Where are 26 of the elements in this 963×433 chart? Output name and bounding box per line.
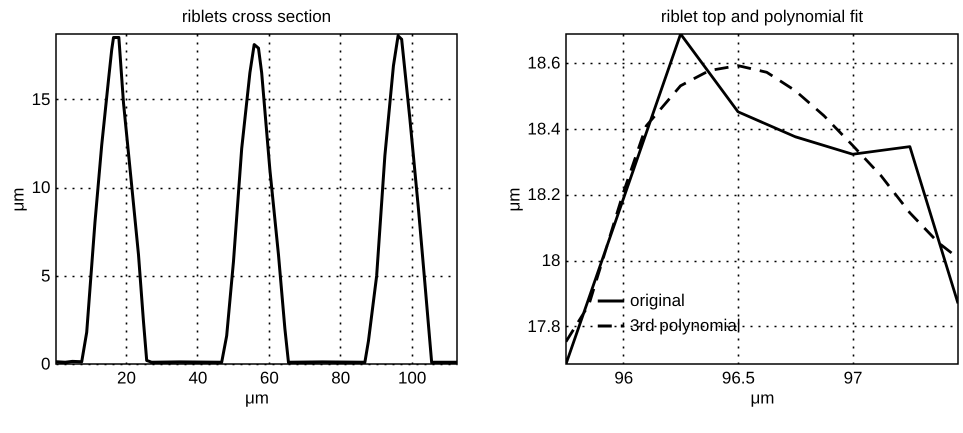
x-tick-label: 100 (398, 368, 426, 388)
chart-title: riblets cross section (182, 7, 332, 26)
x-tick-label: 96 (614, 368, 634, 388)
x-tick-label: 80 (331, 368, 350, 388)
y-tick-label: 15 (32, 90, 50, 109)
line-series (566, 34, 958, 364)
y-axis-title: μm (8, 188, 28, 212)
x-tick-label: 60 (260, 368, 279, 388)
y-tick-label: 0 (41, 354, 50, 374)
x-axis-title: μm (750, 388, 774, 408)
y-tick-label: 18 (542, 251, 560, 270)
x-tick-label: 97 (844, 368, 863, 388)
y-tick-label: 18.4 (527, 119, 560, 138)
y-tick-label: 17.8 (527, 316, 560, 336)
legend-label: original (630, 291, 685, 310)
y-tick-label: 18.6 (527, 53, 560, 72)
chart-title: riblet top and polynomial fit (660, 7, 864, 26)
y-tick-label: 10 (32, 178, 50, 198)
legend-label: 3rd polynomial (630, 316, 741, 335)
y-tick-label: 5 (41, 266, 50, 286)
x-tick-label: 96.5 (722, 368, 755, 388)
y-tick-label: 18.2 (527, 185, 560, 204)
x-tick-label: 20 (117, 368, 136, 388)
y-axis-title: μm (504, 188, 524, 212)
x-axis-title: μm (245, 388, 269, 408)
x-tick-label: 40 (188, 368, 208, 388)
